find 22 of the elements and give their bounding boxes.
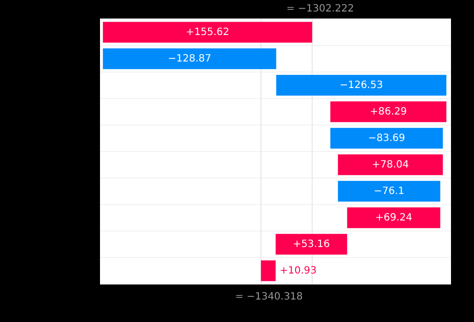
data-label: +53.16 bbox=[292, 238, 330, 250]
bar bbox=[347, 207, 440, 228]
bar bbox=[102, 48, 276, 70]
ref-line-label: = −1340.318 bbox=[235, 292, 303, 303]
data-label: −128.87 bbox=[168, 53, 212, 64]
data-label: +10.93 bbox=[280, 265, 317, 276]
bar bbox=[338, 180, 440, 202]
bar bbox=[102, 22, 312, 43]
data-label: +78.04 bbox=[372, 159, 409, 170]
data-label: −76.1 bbox=[374, 186, 404, 197]
bar bbox=[276, 74, 446, 96]
bar bbox=[260, 260, 276, 282]
bar bbox=[330, 128, 443, 149]
data-label: −83.69 bbox=[368, 132, 406, 144]
data-label: +69.24 bbox=[375, 212, 412, 224]
bar bbox=[276, 234, 348, 255]
data-label: +155.62 bbox=[186, 26, 230, 38]
bar bbox=[330, 101, 446, 122]
ref-line-label: = −1302.222 bbox=[286, 4, 354, 15]
bar bbox=[338, 154, 443, 176]
data-label: +86.29 bbox=[370, 106, 407, 118]
data-label: −126.53 bbox=[340, 80, 383, 91]
